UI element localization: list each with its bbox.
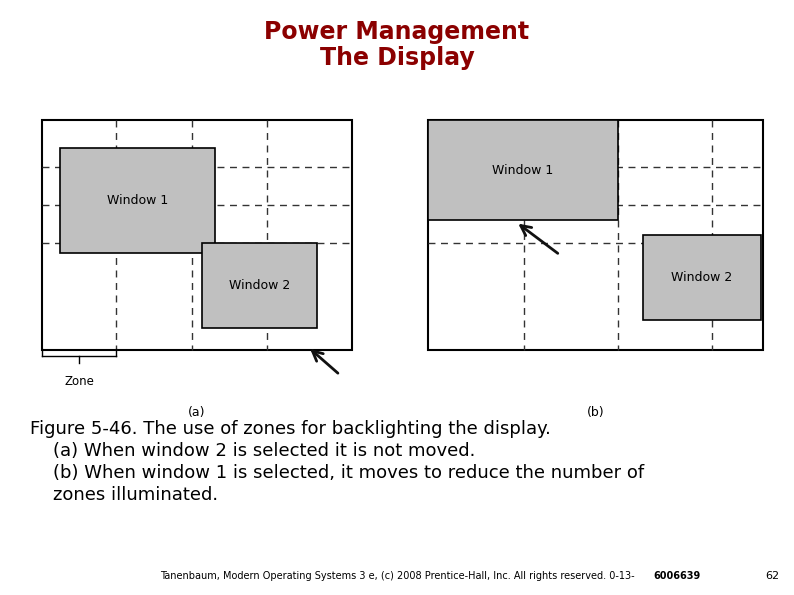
Text: (a): (a) [188,406,206,419]
Text: Window 1: Window 1 [492,164,553,177]
Text: (b) When window 1 is selected, it moves to reduce the number of: (b) When window 1 is selected, it moves … [30,464,644,482]
Text: Window 2: Window 2 [672,271,733,284]
Bar [42,120,352,350]
Text: 6006639: 6006639 [653,571,701,581]
Text: The Display: The Display [320,46,474,70]
Text: Power Management: Power Management [264,20,530,44]
Bar [428,120,763,350]
Bar [202,243,317,328]
Bar [60,148,215,253]
Text: Window 1: Window 1 [107,194,168,207]
Text: Window 2: Window 2 [229,279,290,292]
Text: (b): (b) [588,406,605,419]
Text: Figure 5-46. The use of zones for backlighting the display.: Figure 5-46. The use of zones for backli… [30,420,551,438]
Bar [643,235,761,320]
Text: zones illuminated.: zones illuminated. [30,486,218,504]
Text: 62: 62 [765,571,779,581]
Text: Tanenbaum, Modern Operating Systems 3 e, (c) 2008 Prentice-Hall, Inc. All rights: Tanenbaum, Modern Operating Systems 3 e,… [160,571,634,581]
Text: (a) When window 2 is selected it is not moved.: (a) When window 2 is selected it is not … [30,442,476,460]
Bar [428,120,618,220]
Text: Zone: Zone [64,375,94,388]
